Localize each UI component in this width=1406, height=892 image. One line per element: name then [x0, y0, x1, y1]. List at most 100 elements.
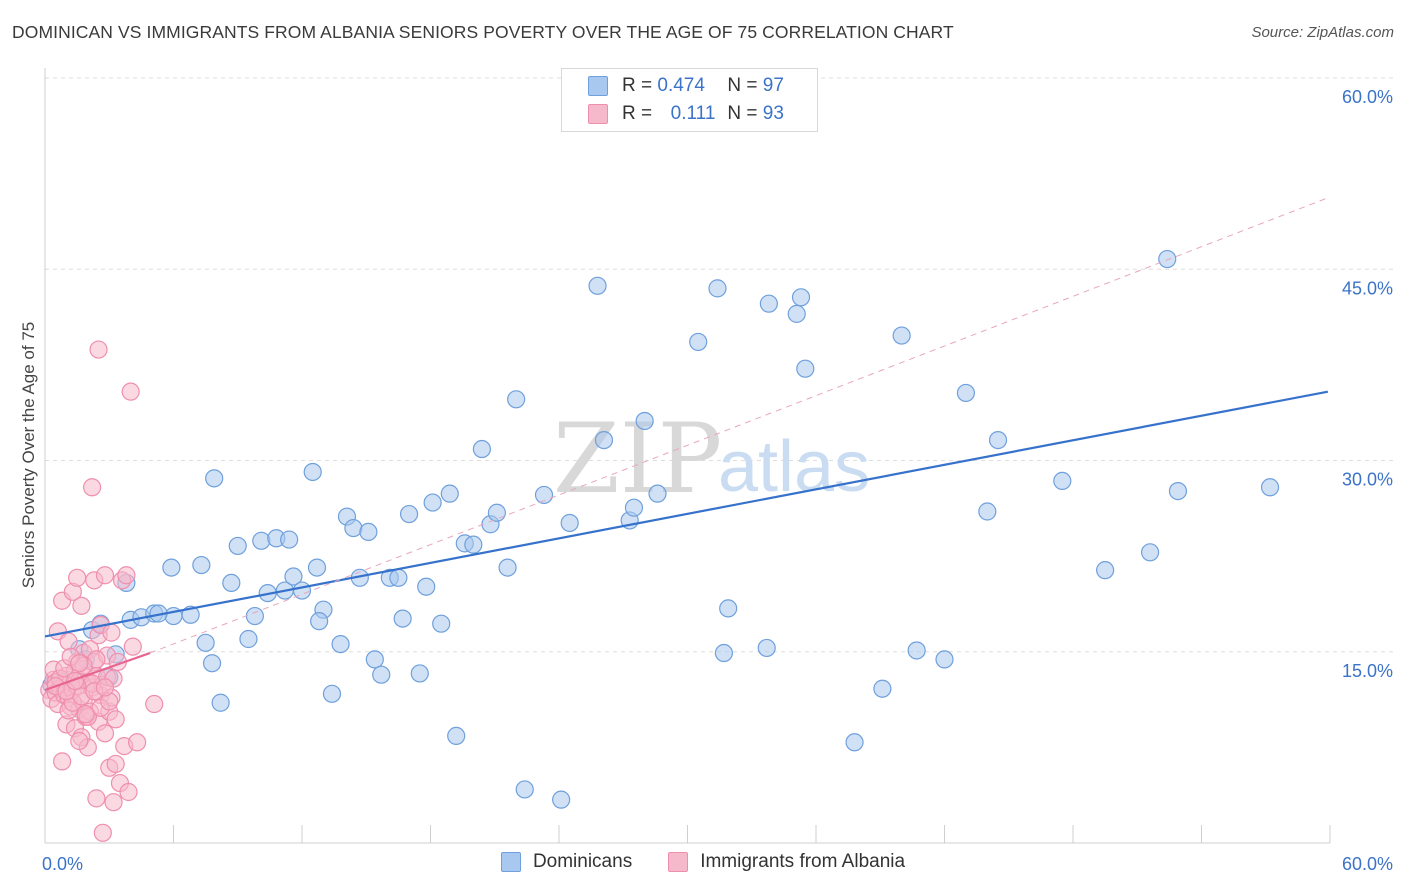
point-dominican: [757, 638, 776, 658]
point-dominican: [322, 684, 342, 703]
point-dominican: [389, 568, 408, 587]
point-dominican: [447, 726, 466, 746]
point-dominican: [365, 650, 384, 669]
point-dominican: [196, 633, 215, 652]
point-dominican: [1168, 482, 1188, 501]
point-dominican: [410, 664, 429, 683]
point-dominican: [310, 612, 329, 631]
point-dominican: [787, 304, 806, 323]
point-albania: [95, 724, 115, 743]
series-dominicans-points: [42, 96, 1280, 809]
point-albania: [119, 782, 138, 802]
series-legend: Dominicans Immigrants from Albania: [0, 851, 1406, 873]
x-tick-label: 60.0%: [1342, 854, 1393, 874]
legend-n-value: 93: [762, 103, 784, 124]
point-dominican: [393, 609, 412, 628]
point-dominican: [284, 567, 303, 586]
legend-swatch-albania: [668, 852, 689, 872]
point-dominican: [507, 390, 526, 409]
point-dominican: [359, 522, 378, 542]
point-dominican: [372, 665, 391, 684]
point-dominican: [759, 294, 778, 313]
point-dominican: [935, 650, 954, 669]
point-dominican: [892, 326, 911, 345]
legend-n-label: N =: [727, 103, 758, 124]
point-dominican: [515, 780, 534, 799]
y-tick-label: 30.0%: [1342, 470, 1393, 490]
point-albania: [121, 382, 140, 401]
point-dominican: [594, 431, 614, 450]
legend-label-albania: Immigrants from Albania: [700, 851, 906, 872]
point-albania: [127, 733, 147, 752]
point-dominican: [988, 431, 1008, 450]
point-albania: [89, 340, 108, 359]
point-dominican: [498, 558, 517, 577]
point-dominican: [440, 484, 459, 503]
trend-extension-albania: [149, 197, 1329, 654]
y-tick-label: 15.0%: [1342, 661, 1393, 681]
point-dominican: [1096, 561, 1115, 580]
point-dominican: [714, 643, 734, 663]
point-albania: [102, 623, 121, 642]
point-dominican: [978, 502, 997, 521]
legend-n-value: 97: [762, 75, 784, 96]
point-dominican: [1260, 478, 1280, 497]
point-dominican: [624, 498, 644, 517]
point-albania: [83, 478, 102, 497]
point-dominican: [252, 531, 271, 550]
legend-r-value: 0.111: [670, 103, 716, 124]
point-dominican: [245, 606, 264, 626]
point-dominican: [192, 555, 211, 575]
point-dominican: [719, 599, 738, 618]
source-credit: Source: ZipAtlas.com: [1251, 24, 1394, 41]
point-dominican: [202, 654, 222, 673]
legend-swatch-dominicans: [500, 852, 521, 872]
x-tick-label: 0.0%: [42, 854, 83, 874]
legend-item-dominicans[interactable]: Dominicans: [500, 851, 633, 873]
watermark-atlas: atlas: [718, 427, 870, 507]
grid-lines: [45, 77, 1394, 653]
point-dominican: [588, 276, 607, 295]
legend-item-albania[interactable]: Immigrants from Albania: [668, 851, 905, 873]
point-dominican: [689, 332, 708, 352]
point-dominican: [423, 493, 442, 512]
y-tick-labels: 15.0% 30.0% 45.0% 60.0%: [1342, 87, 1393, 681]
y-tick-label: 60.0%: [1342, 87, 1393, 107]
point-dominican: [464, 535, 483, 554]
point-dominican: [432, 614, 451, 633]
point-dominican: [1053, 471, 1072, 490]
legend-n-label: N =: [727, 75, 758, 96]
point-albania: [106, 754, 125, 774]
point-albania: [104, 793, 123, 812]
legend-row-albania: R = 0.111 N = 93: [562, 100, 784, 128]
legend-label-dominicans: Dominicans: [532, 851, 633, 872]
point-albania: [106, 710, 125, 729]
point-dominican: [211, 693, 230, 712]
point-dominican: [487, 503, 506, 522]
point-albania: [53, 752, 72, 771]
point-albania: [145, 694, 164, 714]
trend-lines: [44, 197, 1329, 692]
trend-line-dominicans: [44, 390, 1329, 638]
legend-r-value: 0.474: [657, 75, 705, 96]
point-dominican: [708, 279, 727, 298]
point-dominican: [873, 679, 892, 698]
point-dominican: [1158, 249, 1177, 269]
y-axis-label: Seniors Poverty Over the Age of 75: [19, 322, 38, 588]
point-albania: [87, 789, 106, 808]
point-dominican: [560, 513, 579, 533]
point-dominican: [228, 536, 247, 556]
x-tick-labels: 0.0% 60.0%: [42, 854, 1393, 874]
trend-line-albania: [44, 651, 151, 692]
series-albania-points: [40, 340, 164, 842]
y-tick-label: 45.0%: [1342, 278, 1393, 298]
point-albania: [95, 678, 115, 697]
axes: [44, 68, 1331, 844]
point-dominican: [552, 790, 571, 809]
point-dominican: [534, 485, 554, 505]
point-dominican: [956, 383, 976, 403]
point-dominican: [222, 573, 241, 593]
point-dominican: [399, 504, 419, 524]
point-albania: [68, 568, 87, 587]
